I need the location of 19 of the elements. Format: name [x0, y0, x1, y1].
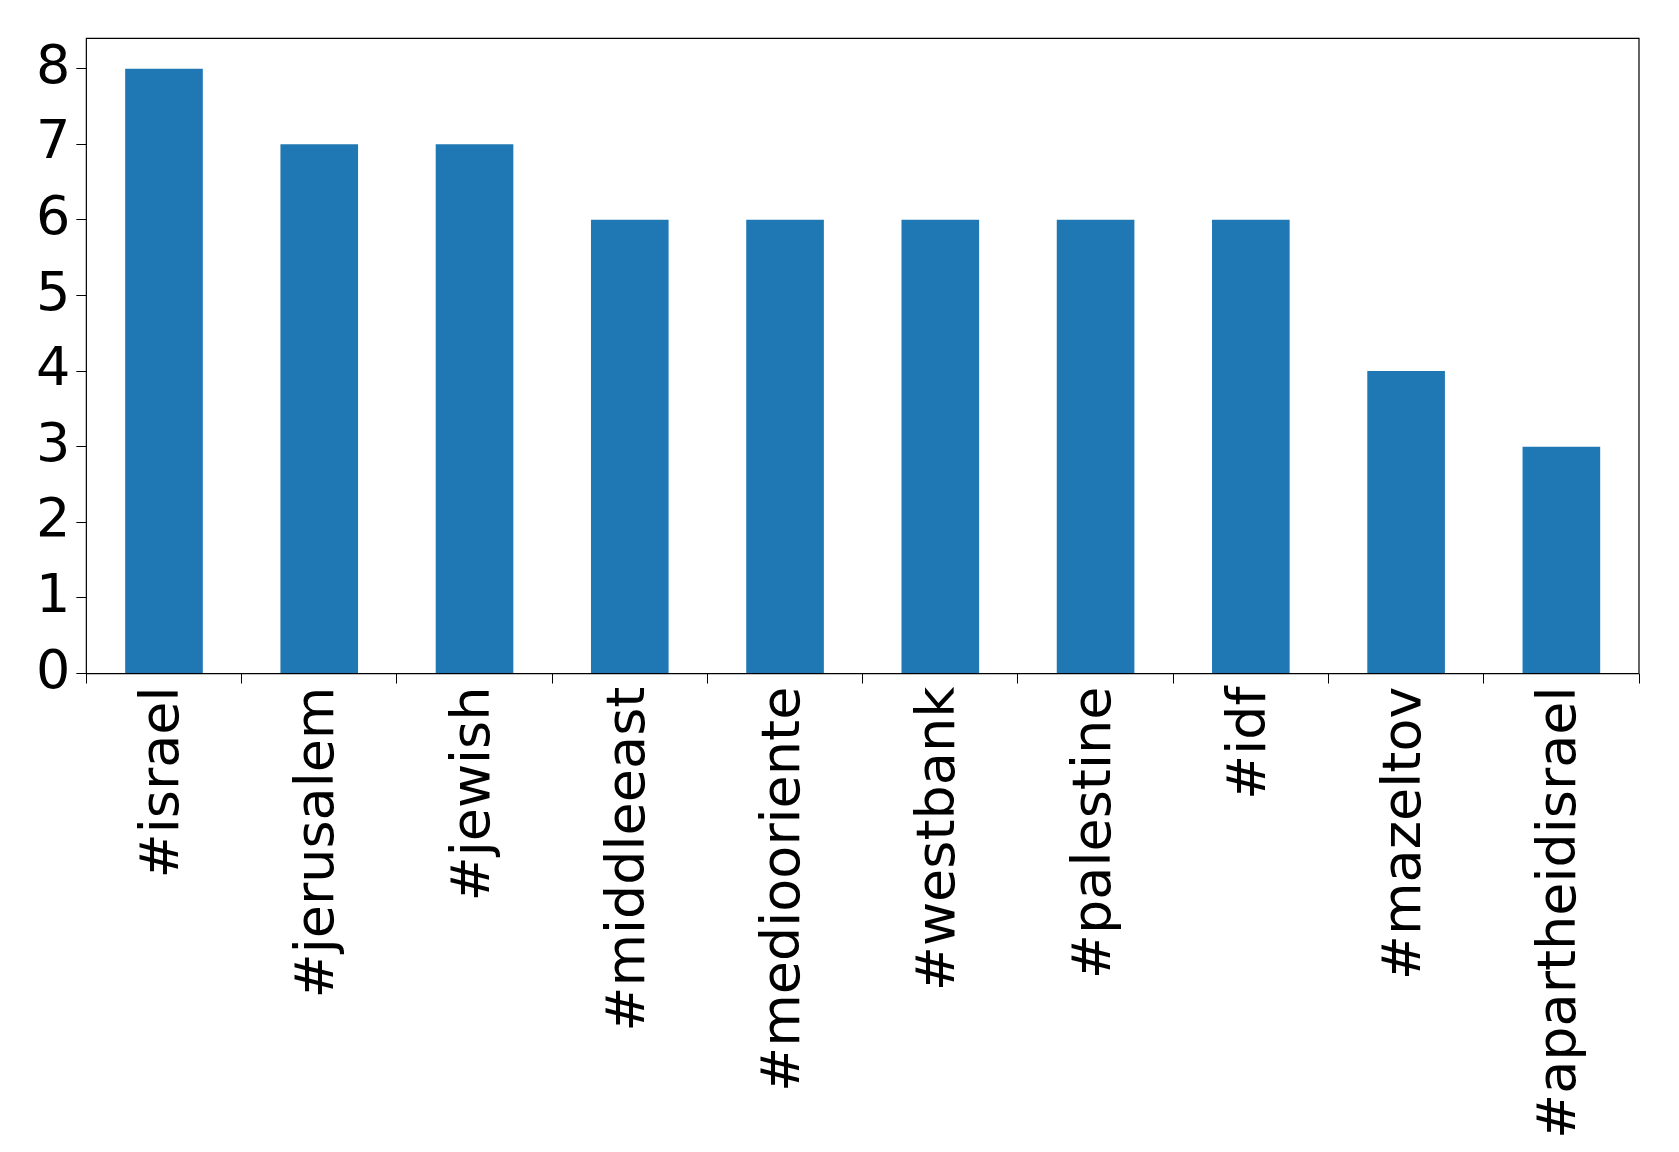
- x-tick-label: #israel: [128, 686, 192, 879]
- y-tick-label: 6: [36, 183, 71, 247]
- y-tick-label: 0: [36, 637, 71, 701]
- x-tick-label: #palestine: [1059, 686, 1123, 980]
- y-tick-label: 8: [36, 32, 71, 96]
- y-tick-label: 1: [36, 561, 71, 625]
- x-tick-label: #apartheidisrael: [1525, 686, 1589, 1140]
- y-tick-label: 5: [36, 259, 71, 323]
- x-tick-label: #mazeltov: [1370, 686, 1434, 981]
- x-tick-label: #idf: [1214, 684, 1278, 801]
- x-tick-label: #jerusalem: [283, 686, 347, 999]
- x-tick-label: #westbank: [904, 685, 968, 992]
- y-tick-label: 4: [36, 335, 71, 399]
- x-tick-label: #middleeast: [593, 686, 657, 1032]
- y-tick-label: 3: [36, 410, 71, 474]
- y-tick-label: 2: [36, 486, 71, 550]
- x-tick-label: #jewish: [438, 686, 502, 902]
- x-tick-label: #mediooriente: [749, 686, 813, 1093]
- y-tick-label: 7: [36, 108, 71, 172]
